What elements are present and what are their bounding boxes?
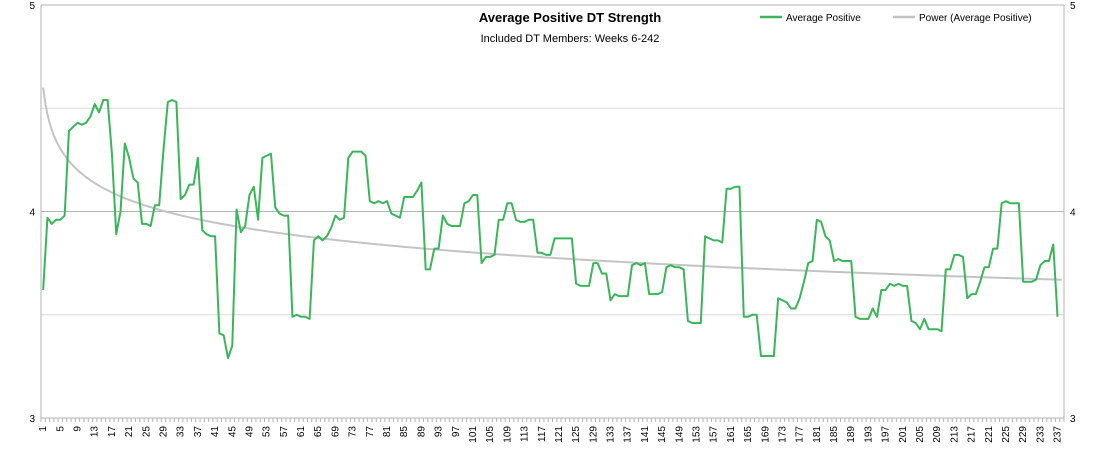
grid-lines <box>41 4 1064 419</box>
x-tick-label: 237 <box>1053 426 1064 443</box>
x-tick-label: 33 <box>176 426 187 438</box>
x-tick-label: 177 <box>795 426 806 443</box>
x-tick-label: 41 <box>210 426 221 438</box>
x-tick-label: 121 <box>554 426 565 443</box>
x-tick-label: 141 <box>640 426 651 443</box>
legend-label-power-trend: Power (Average Positive) <box>919 13 1032 24</box>
x-tick-label: 113 <box>520 426 531 442</box>
chart-title: Average Positive DT Strength <box>479 10 661 25</box>
y-tick-label-right: 5 <box>1070 1 1076 12</box>
x-tick-label: 133 <box>606 426 617 443</box>
x-tick-label: 9 <box>73 426 84 432</box>
y-axis-left-ticks: 3 4 5 <box>29 1 35 425</box>
x-tick-label: 181 <box>812 426 823 443</box>
x-tick-label: 81 <box>382 426 393 438</box>
x-tick-label: 225 <box>1001 426 1012 443</box>
x-tick-label: 201 <box>898 426 909 443</box>
x-tick-label: 173 <box>777 426 788 443</box>
series-group <box>42 87 1062 360</box>
x-tick-label: 145 <box>657 426 668 443</box>
x-tick-label: 21 <box>124 426 135 438</box>
x-tick-label: 109 <box>502 426 513 443</box>
x-tick-label: 153 <box>691 426 702 443</box>
x-tick-label: 117 <box>537 426 548 442</box>
y-tick-label-left: 4 <box>29 208 35 219</box>
x-tick-label: 45 <box>227 426 238 438</box>
x-tick-label: 77 <box>365 426 376 438</box>
x-tick-label: 17 <box>107 426 118 438</box>
y-tick-label-right: 3 <box>1070 414 1076 425</box>
x-tick-label: 57 <box>279 426 290 438</box>
x-tick-label: 53 <box>262 426 273 438</box>
x-tick-label: 125 <box>571 426 582 443</box>
chart-subtitle: Included DT Members: Weeks 6-242 <box>481 33 660 45</box>
y-axis-right-ticks: 3 4 5 <box>1070 1 1076 425</box>
x-tick-label: 101 <box>468 426 479 443</box>
x-tick-label: 93 <box>434 426 445 438</box>
legend: Average Positive Power (Average Positive… <box>760 13 1032 24</box>
x-tick-label: 233 <box>1035 426 1046 443</box>
y-tick-label-left: 3 <box>29 414 35 425</box>
x-tick-label: 137 <box>623 426 634 443</box>
x-tick-label: 209 <box>932 426 943 443</box>
x-tick-label: 205 <box>915 426 926 443</box>
x-tick-label: 13 <box>90 426 101 438</box>
x-tick-label: 129 <box>588 426 599 443</box>
x-tick-label: 193 <box>863 426 874 443</box>
x-tick-label: 105 <box>485 426 496 443</box>
x-tick-label: 25 <box>141 426 152 438</box>
x-tick-label: 157 <box>709 426 720 443</box>
y-tick-label-left: 5 <box>29 1 35 12</box>
x-tick-label: 73 <box>348 426 359 438</box>
x-tick-label: 165 <box>743 426 754 443</box>
y-tick-label-right: 4 <box>1070 208 1076 219</box>
x-tick-label: 5 <box>55 426 66 432</box>
x-tick-label: 169 <box>760 426 771 443</box>
legend-label-average-positive: Average Positive <box>786 13 861 24</box>
x-tick-label: 65 <box>313 426 324 438</box>
x-tick-label: 189 <box>846 426 857 443</box>
x-tick-label: 213 <box>949 426 960 443</box>
x-tick-label: 89 <box>416 426 427 438</box>
x-tick-label: 37 <box>193 426 204 438</box>
x-tick-label: 161 <box>726 426 737 443</box>
series-line-average-positive <box>42 98 1059 360</box>
x-tick-label: 29 <box>159 426 170 438</box>
x-tick-label: 61 <box>296 426 307 438</box>
x-tick-label: 185 <box>829 426 840 443</box>
x-tick-label: 1 <box>38 426 49 432</box>
x-tick-label: 221 <box>984 426 995 443</box>
x-tick-label: 229 <box>1018 426 1029 443</box>
x-tick-label: 69 <box>330 426 341 438</box>
x-tick-label: 217 <box>967 426 978 443</box>
x-tick-label: 197 <box>881 426 892 443</box>
x-tick-label: 49 <box>244 426 255 438</box>
series-line-power-trend <box>42 87 1062 281</box>
x-axis-ticks: 1 5 9 13 17 21 25 29 33 37 41 45 49 53 57 61 65 69 73 77 81 8… <box>38 418 1065 443</box>
x-tick-label: 85 <box>399 426 410 438</box>
x-tick-label: 97 <box>451 426 462 438</box>
x-tick-label: 149 <box>674 426 685 443</box>
